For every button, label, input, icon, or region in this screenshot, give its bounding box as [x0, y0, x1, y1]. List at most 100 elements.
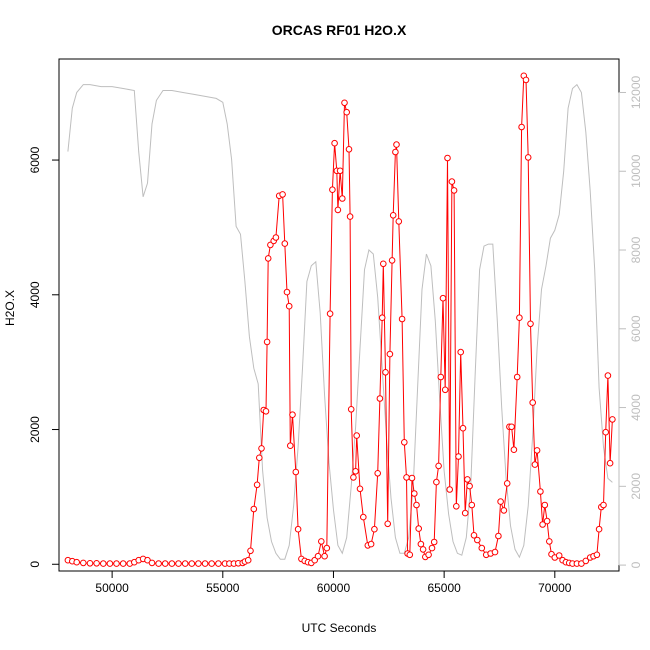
h2o-point	[600, 501, 607, 509]
h2o-point	[371, 525, 378, 533]
h2o-point	[439, 294, 447, 302]
h2o-point	[406, 551, 414, 559]
h2o-point	[433, 478, 440, 486]
axes-layer: 50000 55000 60000 65000 70000020004000600002…	[28, 75, 643, 595]
h2o-point	[113, 560, 120, 567]
h2o-point	[272, 234, 280, 241]
h2o-point	[244, 556, 252, 564]
y2-tick-label: 0	[629, 561, 643, 568]
h2o-point	[510, 446, 518, 454]
h2o-point	[450, 187, 458, 194]
h2o-point	[208, 560, 215, 567]
h2o-point	[329, 186, 336, 193]
h2o-point	[386, 350, 394, 358]
h2o-point	[441, 386, 449, 394]
h2o-point	[376, 395, 384, 402]
h2o-point	[522, 76, 530, 84]
h2o-point	[341, 99, 348, 107]
h2o-point	[546, 538, 553, 545]
h2o-point	[93, 560, 100, 567]
h2o-point	[448, 178, 456, 185]
h2o-point	[419, 546, 427, 553]
h2o-point	[543, 517, 551, 525]
x-tick-label: 60000	[317, 581, 351, 595]
h2o-point	[533, 447, 541, 454]
y-axis-label: H2O.X	[3, 290, 17, 326]
h2o-point	[100, 560, 107, 567]
h2o-point	[389, 212, 397, 219]
h2o-point	[318, 538, 325, 545]
h2o-point	[503, 480, 511, 487]
y2-tick-label: 12000	[629, 75, 643, 109]
h2o-point	[411, 490, 418, 497]
x-tick-label: 70000	[538, 581, 572, 595]
y2-tick-label: 10000	[629, 154, 643, 188]
h2o-point	[529, 399, 537, 406]
y2-tick-label: 8000	[629, 236, 643, 263]
h2o-point	[457, 348, 465, 356]
h2o-point	[331, 139, 338, 147]
x-tick-label: 55000	[206, 581, 240, 595]
h2o-point	[398, 315, 406, 323]
h2o-point	[393, 141, 400, 148]
h2o-point	[466, 482, 473, 490]
h2o-point	[343, 108, 351, 116]
h2o-point	[201, 560, 209, 567]
h2o-point	[513, 373, 521, 381]
h2o-point	[491, 548, 499, 556]
y2-tick-label: 4000	[629, 394, 643, 421]
h2o-point	[539, 521, 546, 528]
h2o-point	[346, 213, 354, 220]
h2o-point	[168, 560, 176, 567]
h2o-point	[285, 302, 293, 310]
y2-tick-label: 6000	[629, 315, 643, 342]
h2o-point	[518, 123, 525, 131]
h2o-point	[537, 488, 544, 495]
x-tick-label: 50000	[95, 581, 129, 595]
h2o-point	[262, 408, 270, 415]
h2o-point	[148, 559, 156, 567]
h2o-point	[453, 503, 460, 510]
h2o-point	[425, 551, 432, 559]
h2o-point	[314, 552, 322, 560]
h2o-point	[524, 154, 532, 161]
h2o-point	[356, 485, 364, 493]
h2o-point	[555, 552, 563, 559]
h2o-point	[321, 552, 328, 560]
h2o-point	[516, 314, 523, 322]
h2o-point	[352, 468, 359, 475]
h2o-point	[395, 218, 403, 225]
h2o-point	[593, 551, 601, 559]
h2o-point	[380, 260, 387, 268]
h2o-point	[181, 560, 189, 567]
h2o-point	[326, 310, 334, 318]
h2o-point	[281, 240, 289, 247]
h2o-point	[247, 547, 254, 555]
h2o-point	[531, 461, 539, 468]
h2o-point	[155, 560, 162, 567]
h2o-point	[384, 520, 392, 528]
h2o-point	[428, 544, 436, 552]
h2o-point	[378, 314, 386, 322]
h2o-point	[263, 338, 271, 346]
h2o-point	[609, 416, 616, 423]
h2o-point	[283, 288, 291, 296]
h2o-point	[119, 560, 127, 567]
h2o-point	[250, 505, 258, 513]
h2o-point	[294, 525, 302, 533]
h2o-point	[175, 560, 182, 567]
h2o-point	[360, 513, 367, 521]
h2o-point	[437, 373, 445, 381]
h2o-point	[392, 148, 399, 156]
y-tick-label: 4000	[28, 281, 42, 308]
chart-title: ORCAS RF01 H2O.X	[272, 22, 407, 38]
h2o-point	[188, 560, 196, 567]
h2o-point	[604, 372, 612, 379]
h2o-point	[80, 559, 87, 567]
h2o-point	[215, 560, 222, 567]
h2o-point	[256, 454, 263, 462]
h2o-point	[334, 206, 342, 214]
altitude-line	[67, 83, 613, 560]
h2o-point	[73, 558, 80, 566]
